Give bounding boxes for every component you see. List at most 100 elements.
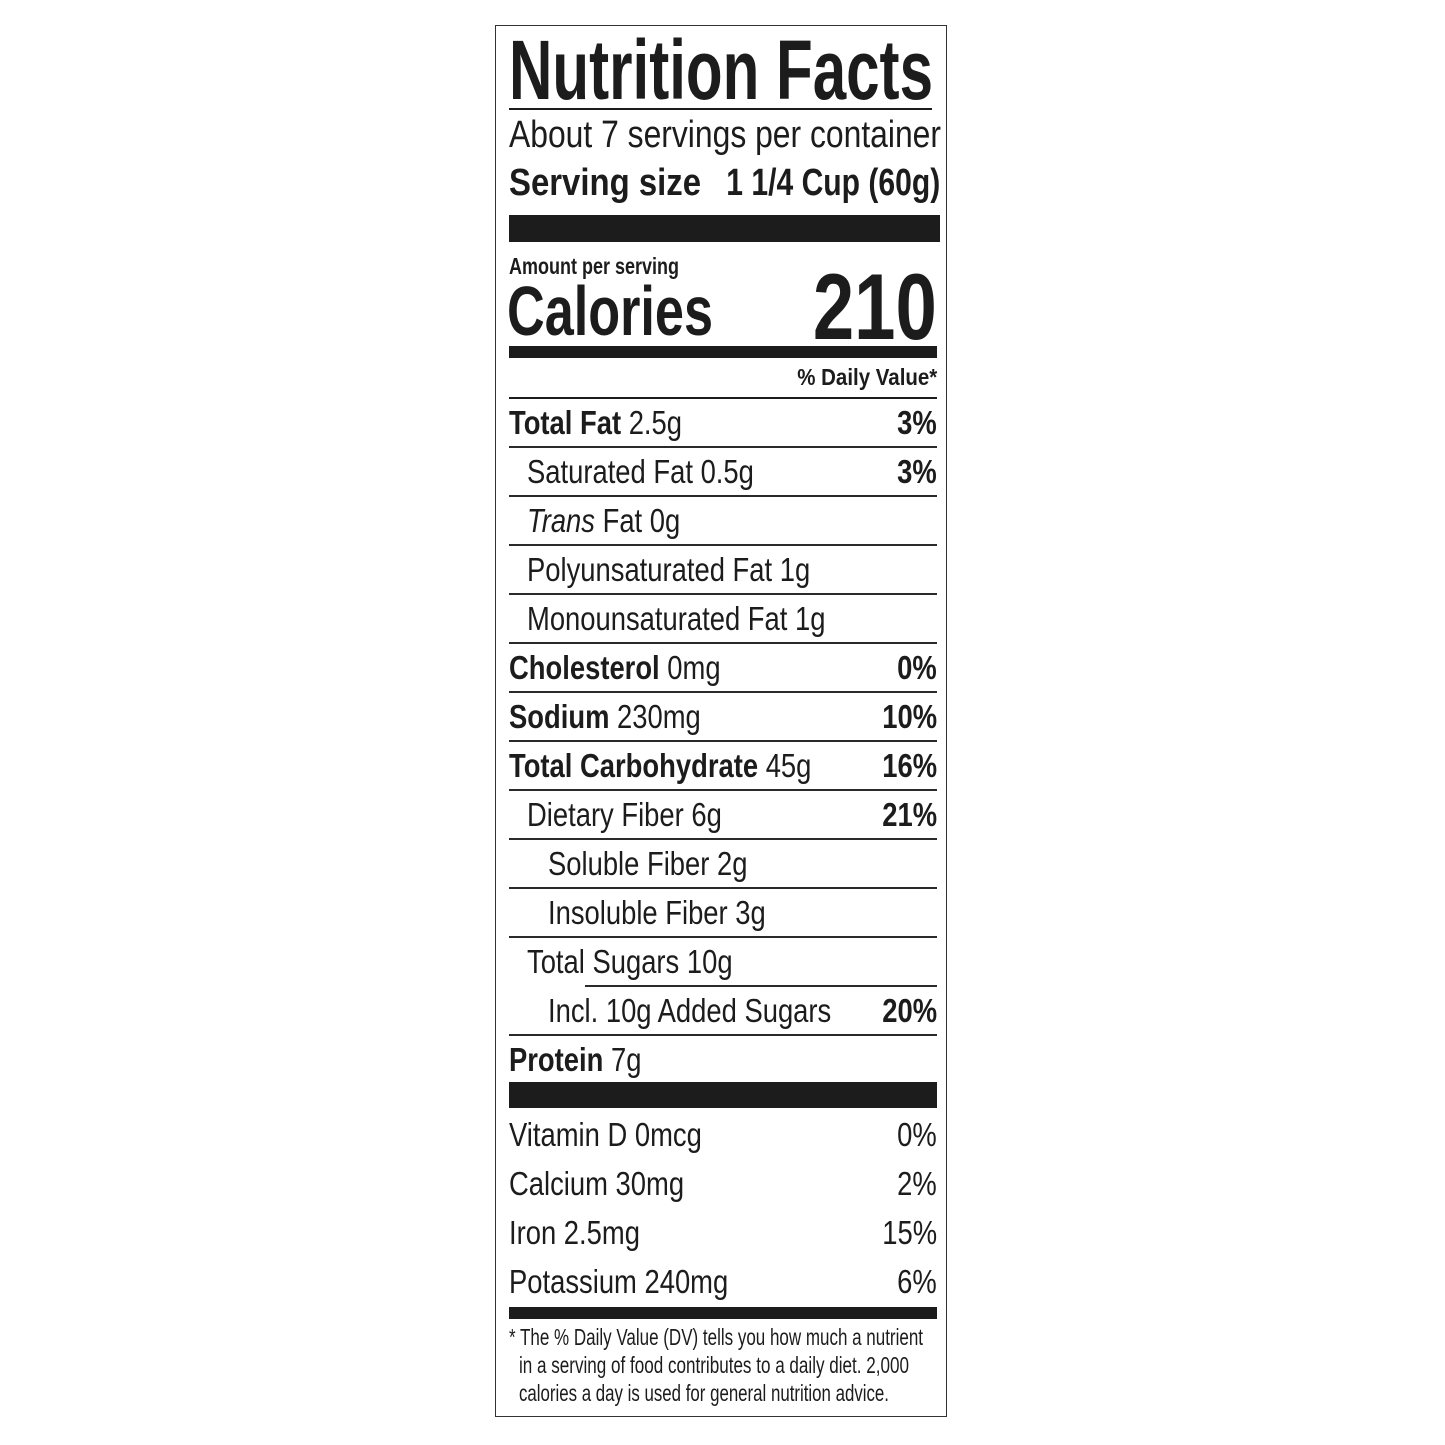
row-rule — [509, 642, 937, 644]
vitamin-row: Vitamin D 0mcg 0% — [509, 1110, 937, 1159]
serving-size-value-text: 1 1/4 Cup (60g) — [726, 162, 940, 204]
daily-value-header: % Daily Value* — [780, 364, 937, 390]
nutrient-label: Total Carbohydrate 45g — [509, 748, 873, 784]
row-rule — [509, 789, 937, 791]
nutrient-name: Total Fat — [509, 404, 622, 441]
daily-value-rule — [509, 397, 937, 399]
nutrient-dv-text: 3% — [897, 453, 937, 490]
vitamin-row: Iron 2.5mg 15% — [509, 1208, 937, 1257]
nutrient-dv: 21% — [871, 797, 937, 833]
vitamin-label: Calcium 30mg — [509, 1166, 720, 1202]
nutrient-row: Incl. 10g Added Sugars 20% — [509, 986, 937, 1036]
nutrient-text: Total Carbohydrate 45g — [509, 748, 811, 784]
vitamin-label: Iron 2.5mg — [509, 1215, 667, 1251]
footnote: * The % Daily Value (DV) tells you how m… — [509, 1323, 1069, 1407]
row-rule — [509, 838, 937, 840]
nutrient-label: Protein 7g — [509, 1042, 669, 1078]
nutrient-text: Insoluble Fiber 3g — [548, 895, 766, 931]
nutrient-row: Cholesterol 0mg 0% — [509, 643, 937, 693]
nutrient-text: Polyunsaturated Fat 1g — [527, 552, 810, 588]
nutrient-amount: 230mg — [617, 698, 701, 735]
nutrition-facts-panel — [495, 25, 947, 1417]
nutrient-label: Cholesterol 0mg — [509, 650, 764, 686]
serving-size-label-text: Serving size — [509, 162, 701, 204]
servings-per-container: About 7 servings per container — [509, 114, 1024, 156]
nutrient-label: Saturated Fat 0.5g — [527, 454, 800, 490]
nutrient-amount: 6g — [691, 796, 722, 833]
vitamin-dv: 6% — [889, 1264, 937, 1300]
nutrient-dv-text: 0% — [897, 649, 937, 686]
nutrient-amount: 1g — [794, 600, 826, 637]
nutrient-row: Saturated Fat 0.5g 3% — [509, 447, 937, 497]
nutrient-row: Dietary Fiber 6g 21% — [509, 790, 937, 840]
calories-label-text: Calories — [507, 272, 713, 350]
footnote-bar — [509, 1307, 937, 1319]
nutrient-text: Soluble Fiber 2g — [548, 846, 747, 882]
vitamin-name: Vitamin D 0mcg — [509, 1116, 702, 1153]
nutrient-row: Insoluble Fiber 3g — [509, 888, 937, 938]
vitamin-row: Calcium 30mg 2% — [509, 1159, 937, 1208]
nutrient-row: Total Sugars 10g — [509, 937, 937, 987]
nutrient-amount: 45g — [765, 747, 812, 784]
calories-value: 210 — [780, 260, 937, 354]
vitamin-row: Potassium 240mg 6% — [509, 1257, 937, 1306]
nutrient-row: Total Carbohydrate 45g 16% — [509, 741, 937, 791]
nutrient-row: Polyunsaturated Fat 1g — [509, 545, 937, 595]
nutrient-name: Sodium — [509, 698, 610, 735]
nutrient-text: Cholesterol 0mg — [509, 650, 721, 686]
amount-per-serving: Amount per serving — [509, 253, 726, 279]
nutrient-name: Protein — [509, 1041, 604, 1078]
nutrient-dv-text: 20% — [882, 992, 937, 1029]
nutrient-text: Total Fat 2.5g — [509, 405, 682, 441]
nutrient-text: Saturated Fat 0.5g — [527, 454, 754, 490]
vitamin-label: Vitamin D 0mcg — [509, 1117, 741, 1153]
nutrient-dv-text: 10% — [882, 698, 937, 735]
nutrient-dv: 20% — [871, 993, 937, 1029]
nutrient-dv: 3% — [889, 454, 937, 490]
nutrient-dv-text: 3% — [897, 404, 937, 441]
title-rule — [509, 108, 932, 110]
nutrient-amount: 7g — [610, 1041, 642, 1078]
vitamin-label: Potassium 240mg — [509, 1264, 773, 1300]
nutrient-name: Insoluble Fiber — [548, 894, 728, 931]
footnote-line: in a serving of food contributes to a da… — [519, 1352, 909, 1378]
nutrient-amount: 10g — [686, 943, 733, 980]
nutrient-row: Total Fat 2.5g 3% — [509, 398, 937, 448]
nutrient-dv-text: 16% — [882, 747, 937, 784]
nutrient-dv: 16% — [871, 748, 937, 784]
serving-size-label: Serving size — [509, 162, 731, 204]
vitamin-name: Calcium 30mg — [509, 1165, 685, 1202]
nutrient-text: Total Sugars 10g — [527, 944, 733, 980]
nutrient-text: Incl. 10g Added Sugars — [548, 993, 831, 1029]
label-title-text: Nutrition Facts — [509, 23, 933, 117]
nutrient-label: Soluble Fiber 2g — [548, 846, 788, 882]
nutrient-row: Protein 7g — [509, 1035, 937, 1084]
footnote-line: calories a day is used for general nutri… — [519, 1380, 889, 1406]
row-rule — [509, 740, 937, 742]
serving-size-value: 1 1/4 Cup (60g) — [670, 162, 940, 204]
nutrient-label: Polyunsaturated Fat 1g — [527, 552, 868, 588]
nutrient-name: Fat — [602, 502, 643, 539]
nutrient-text: Protein 7g — [509, 1042, 641, 1078]
vitamin-dv-text: 0% — [897, 1116, 937, 1153]
nutrient-amount: 0mg — [667, 649, 721, 686]
daily-value-header-text: % Daily Value* — [797, 364, 937, 390]
nutrient-label: Monounsaturated Fat 1g — [527, 601, 887, 637]
nutrient-dv: 3% — [889, 405, 937, 441]
nutrient-name: Total Carbohydrate — [509, 747, 759, 784]
nutrient-name: Dietary Fiber — [527, 796, 684, 833]
nutrient-dv: 10% — [871, 699, 937, 735]
nutrient-label: Total Fat 2.5g — [509, 405, 717, 441]
row-rule — [585, 985, 937, 987]
nutrient-row: Trans Fat 0g — [509, 496, 937, 546]
vitamin-dv: 15% — [871, 1215, 937, 1251]
nutrient-name: Monounsaturated Fat — [527, 600, 788, 637]
row-rule — [509, 936, 937, 938]
amount-per-serving-text: Amount per serving — [509, 253, 679, 279]
nutrient-amount: 3g — [735, 894, 766, 931]
nutrient-label: Insoluble Fiber 3g — [548, 895, 810, 931]
label-title: Nutrition Facts — [509, 28, 1102, 112]
nutrient-name: Total Sugars — [527, 943, 680, 980]
row-rule — [509, 544, 937, 546]
vitamin-dv-text: 2% — [897, 1165, 937, 1202]
